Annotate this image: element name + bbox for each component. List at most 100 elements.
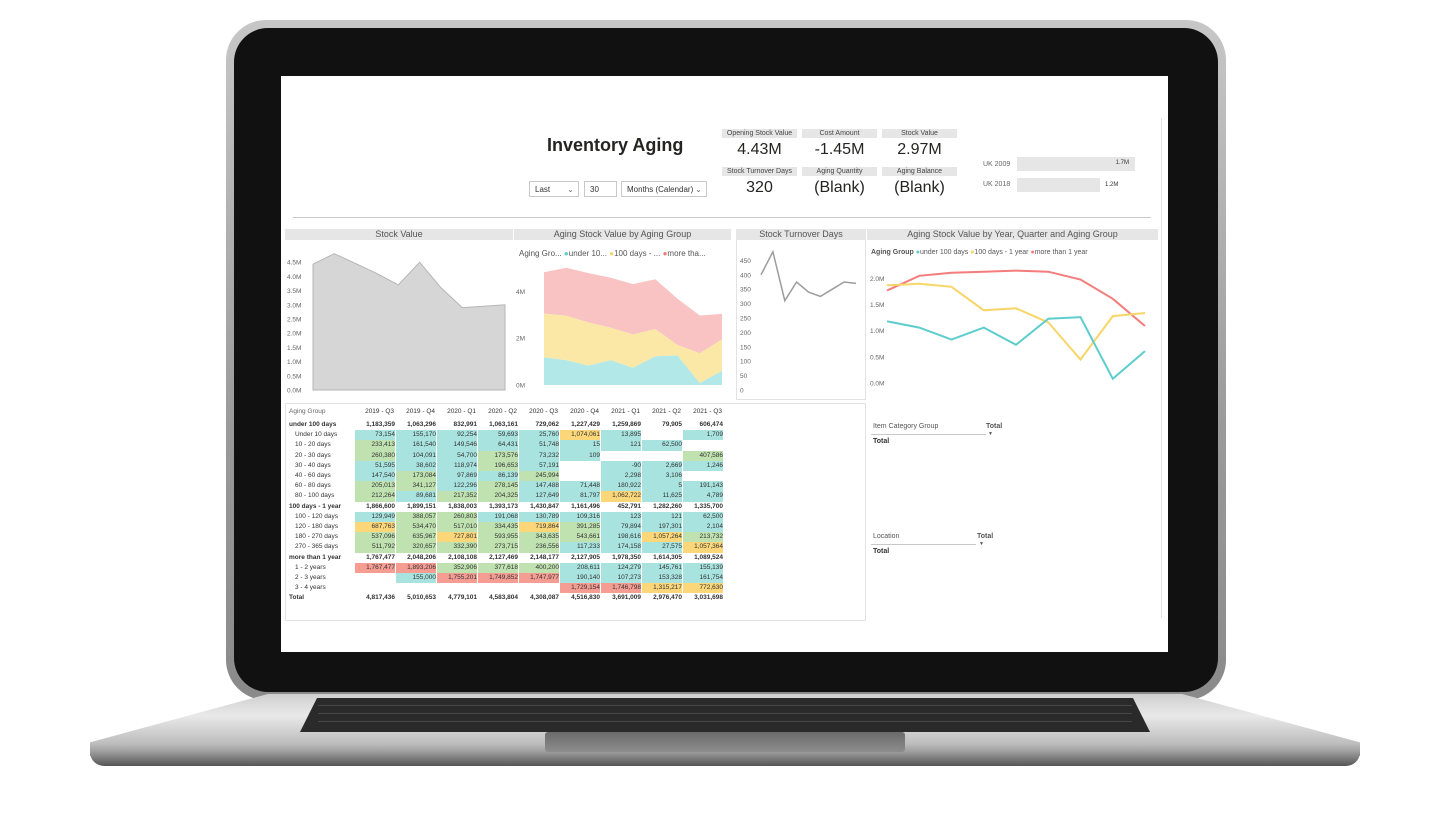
sort-down-icon[interactable]: ▼ bbox=[979, 541, 984, 547]
matrix-cell: 124,279 bbox=[601, 562, 641, 573]
matrix-cell: 155,170 bbox=[396, 430, 436, 441]
matrix-cell: 273,715 bbox=[478, 542, 518, 553]
matrix-cell: 13,895 bbox=[601, 430, 641, 441]
matrix-cell: 71,448 bbox=[560, 481, 600, 492]
matrix-cell: 1,089,524 bbox=[694, 553, 723, 561]
matrix-row-label: 100 - 120 days bbox=[295, 512, 339, 520]
matrix-cell: 109,316 bbox=[560, 511, 600, 522]
legend-title: Aging Gro... bbox=[519, 249, 562, 258]
matrix-cell: 4,516,830 bbox=[571, 594, 600, 602]
stock-value-title: Stock Value bbox=[285, 229, 513, 240]
matrix-cell bbox=[642, 430, 682, 440]
y-tick-label: 3.0M bbox=[287, 302, 301, 309]
matrix-cell: 260,380 bbox=[355, 450, 395, 461]
matrix-cell bbox=[437, 583, 477, 593]
line-more-than-1-year bbox=[886, 269, 1146, 327]
company-bar[interactable]: 1.7M bbox=[1017, 157, 1135, 171]
matrix-cell: 191,143 bbox=[683, 481, 723, 492]
matrix-cell: 54,700 bbox=[437, 450, 477, 461]
matrix-cell: 121 bbox=[601, 440, 641, 451]
matrix-cell: 149,546 bbox=[437, 440, 477, 451]
kpi-label: Aging Balance bbox=[882, 167, 957, 176]
matrix-cell: 606,474 bbox=[699, 421, 724, 428]
matrix-cell bbox=[560, 471, 600, 481]
laptop-foot bbox=[90, 752, 1360, 766]
matrix-cell: 1,062,722 bbox=[601, 491, 641, 502]
matrix-cell: 145,761 bbox=[642, 562, 682, 573]
legend-dot: ● bbox=[970, 249, 975, 256]
y-tick-label: 0.0M bbox=[287, 388, 301, 395]
matrix-cell: 517,010 bbox=[437, 522, 477, 533]
matrix-cell: 155,139 bbox=[683, 562, 723, 573]
matrix-cell: 772,630 bbox=[683, 583, 723, 594]
dashboard-screen: Inventory Aging Last ⌄ 30 Months (Calend… bbox=[281, 76, 1168, 652]
matrix-cell: 727,801 bbox=[437, 532, 477, 543]
turnover-line bbox=[760, 249, 857, 303]
aging-by-group-chart[interactable]: 0M 2M 4M bbox=[514, 260, 731, 398]
matrix-cell: 1,430,847 bbox=[530, 502, 559, 510]
matrix-cell: 537,096 bbox=[355, 532, 395, 543]
matrix-cell: 4,789 bbox=[683, 491, 723, 502]
matrix-cell: 1,315,217 bbox=[642, 583, 682, 594]
table-header[interactable]: Item Category Group bbox=[873, 423, 939, 430]
matrix-cell: 334,435 bbox=[478, 522, 518, 533]
matrix-row-label: under 100 days bbox=[289, 421, 337, 428]
matrix-cell: 64,431 bbox=[478, 440, 518, 451]
table-header[interactable]: Location bbox=[873, 533, 900, 540]
matrix-cell: 27,575 bbox=[642, 542, 682, 553]
matrix-cell: 1,282,260 bbox=[653, 502, 682, 510]
matrix-cell: 196,653 bbox=[478, 460, 518, 471]
area-100-days-1-year bbox=[544, 313, 722, 384]
legend-item: under 100 days bbox=[919, 249, 969, 256]
table-column-header[interactable]: Total bbox=[977, 533, 994, 540]
matrix-cell: 118,974 bbox=[437, 460, 477, 471]
matrix-cell: 197,301 bbox=[642, 522, 682, 533]
matrix-cell: 73,232 bbox=[519, 450, 559, 461]
table-divider bbox=[871, 544, 976, 545]
matrix-cell: 97,869 bbox=[437, 471, 477, 482]
matrix-column-header: 2019 - Q4 bbox=[406, 408, 435, 415]
matrix-cell: 38,602 bbox=[396, 460, 436, 471]
area-under-100-days bbox=[544, 355, 722, 385]
matrix-cell: 4,583,804 bbox=[489, 594, 518, 602]
table-divider bbox=[871, 434, 986, 435]
matrix-cell: 236,556 bbox=[519, 542, 559, 553]
y-tick-label: 1.5M bbox=[287, 345, 301, 352]
aging-matrix[interactable]: Aging Group 2019 - Q3 2019 - Q4 2020 - Q1 20… bbox=[289, 407, 739, 617]
matrix-column-header: 2021 - Q3 bbox=[693, 408, 722, 415]
kpi-label: Aging Quantity bbox=[802, 167, 877, 176]
matrix-cell: 213,732 bbox=[683, 532, 723, 543]
by-year-title: Aging Stock Value by Year, Quarter and A… bbox=[867, 229, 1158, 240]
y-tick-label: 1.0M bbox=[287, 359, 301, 366]
table-column-header[interactable]: Total bbox=[986, 423, 1003, 430]
company-bar[interactable] bbox=[1017, 178, 1100, 192]
matrix-cell: 155,000 bbox=[396, 573, 436, 584]
matrix-cell: 73,154 bbox=[355, 430, 395, 441]
matrix-cell: 452,791 bbox=[617, 502, 642, 510]
matrix-cell: 161,540 bbox=[396, 440, 436, 451]
matrix-cell: 391,285 bbox=[560, 522, 600, 533]
period-unit-value: Months (Calendar) bbox=[627, 185, 694, 194]
matrix-cell: 332,390 bbox=[437, 542, 477, 553]
matrix-cell bbox=[396, 583, 436, 593]
y-tick-label: 2M bbox=[516, 336, 525, 343]
matrix-cell: 198,616 bbox=[601, 532, 641, 543]
matrix-cell: 1,063,296 bbox=[407, 421, 436, 428]
turnover-chart[interactable]: 0 50 100 150 200 250 300 350 400 450 bbox=[736, 240, 866, 398]
kpi-value: (Blank) bbox=[894, 179, 945, 196]
y-tick-label: 0M bbox=[516, 383, 525, 390]
matrix-cell: 3,106 bbox=[642, 471, 682, 482]
matrix-cell: 4,817,436 bbox=[366, 594, 395, 602]
relative-date-dropdown[interactable]: Last ⌄ bbox=[529, 181, 579, 197]
matrix-cell: 190,140 bbox=[560, 573, 600, 584]
by-year-chart[interactable]: 0.0M 0.5M 1.0M 1.5M 2.0M bbox=[867, 260, 1158, 398]
period-count-value: 30 bbox=[590, 185, 599, 194]
chevron-down-icon: ⌄ bbox=[567, 185, 574, 194]
matrix-cell bbox=[683, 471, 723, 481]
matrix-cell: 1,709 bbox=[683, 430, 723, 441]
period-unit-dropdown[interactable]: Months (Calendar) ⌄ bbox=[621, 181, 707, 197]
period-count-input[interactable]: 30 bbox=[584, 181, 617, 197]
sort-down-icon[interactable]: ▼ bbox=[988, 431, 993, 437]
scrollbar-track[interactable] bbox=[1161, 118, 1162, 618]
stock-value-chart[interactable]: 0.0M 0.5M 1.0M 1.5M 2.0M 2.5M 3.0M 3.5M 4.0M 4.5M bbox=[285, 240, 513, 398]
